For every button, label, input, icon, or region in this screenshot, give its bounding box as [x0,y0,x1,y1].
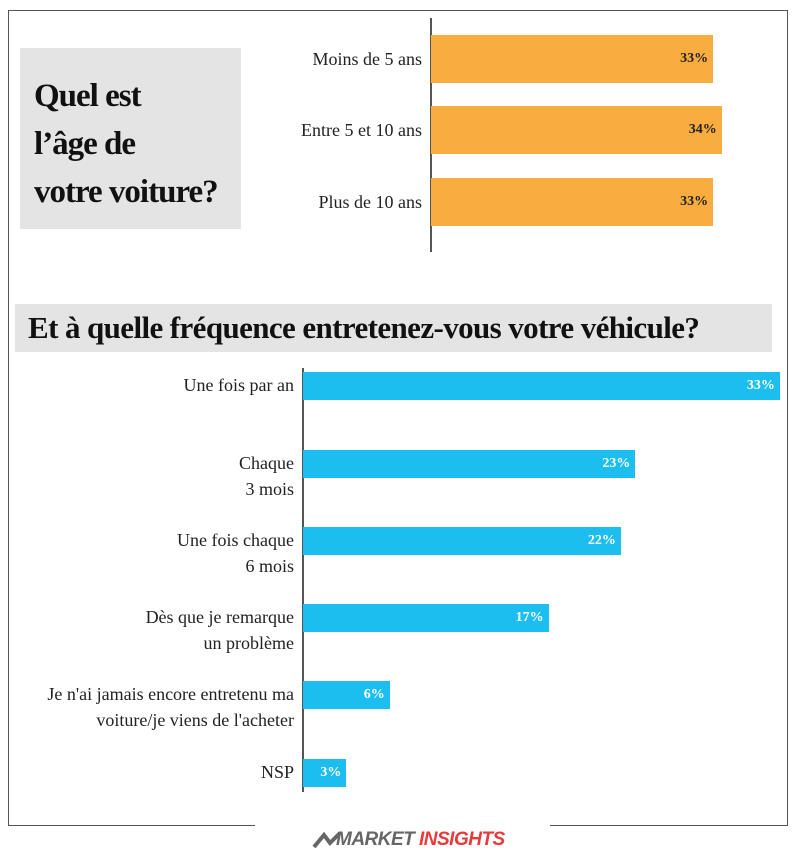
category-label: Moins de 5 ans [312,49,423,69]
value-label: 33% [680,194,709,209]
bar [303,527,621,555]
axis-line [430,18,432,252]
value-label: 3% [320,765,342,780]
bar [431,106,722,154]
value-label: 23% [602,456,631,471]
value-label: 33% [680,51,709,66]
value-label: 6% [363,687,385,702]
value-label: 22% [587,533,616,548]
chart-title: Quel est l’âge de votre voiture? [34,78,219,210]
category-label: Dès que je remarque un problème [145,607,294,653]
category-label: Chaque 3 mois [239,453,294,499]
brand: INSIGHTS [419,829,505,850]
category-label: Une fois chaque 6 mois [177,530,294,576]
bar [303,450,636,478]
axis-line [302,368,304,792]
chart-title: Et à quelle fréquence entretenez-vous vo… [28,310,700,345]
brand: MARKET [336,829,415,850]
logo-mark [312,831,342,849]
bar [303,759,347,787]
bar [431,178,714,226]
footer-gap [255,818,550,838]
value-label: 17% [515,610,544,625]
category-label: Plus de 10 ans [318,192,423,212]
title-box [20,48,241,229]
category-label: Je n'ai jamais encore entretenu ma voitu… [47,684,294,730]
value-label: 34% [688,122,717,137]
category-label: NSP [260,762,294,782]
category-label: Entre 5 et 10 ans [301,120,422,140]
bar [431,35,714,83]
category-label: Une fois par an [183,375,294,395]
bar [303,681,390,709]
bar [303,372,780,400]
bar [303,604,549,632]
value-label: 33% [746,378,775,393]
title-box [15,304,772,352]
